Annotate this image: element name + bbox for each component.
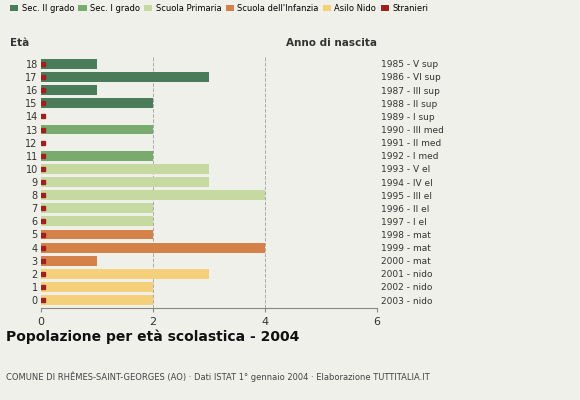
Bar: [41, 269, 209, 279]
Text: Popolazione per età scolastica - 2004: Popolazione per età scolastica - 2004: [6, 330, 299, 344]
Bar: [41, 190, 265, 200]
Bar: [41, 59, 97, 69]
Bar: [41, 203, 153, 213]
Bar: [41, 282, 153, 292]
Bar: [41, 72, 209, 82]
Bar: [41, 295, 153, 305]
Bar: [41, 124, 153, 134]
Legend: Sec. II grado, Sec. I grado, Scuola Primaria, Scuola dell'Infanzia, Asilo Nido, : Sec. II grado, Sec. I grado, Scuola Prim…: [10, 4, 428, 13]
Bar: [41, 216, 153, 226]
Bar: [41, 164, 209, 174]
Bar: [41, 98, 153, 108]
Bar: [41, 256, 97, 266]
Bar: [41, 177, 209, 187]
Bar: [41, 230, 153, 240]
Bar: [41, 85, 97, 95]
Bar: [41, 151, 153, 161]
Text: COMUNE DI RHÊMES-SAINT-GEORGES (AO) · Dati ISTAT 1° gennaio 2004 · Elaborazione : COMUNE DI RHÊMES-SAINT-GEORGES (AO) · Da…: [6, 372, 430, 382]
Bar: [41, 243, 265, 252]
Text: Anno di nascita: Anno di nascita: [286, 38, 377, 48]
Text: Età: Età: [10, 38, 30, 48]
